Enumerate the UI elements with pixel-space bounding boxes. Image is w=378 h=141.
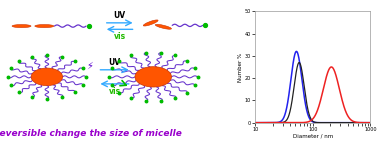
X-axis label: Diameter / nm: Diameter / nm [293,133,333,138]
Text: UV: UV [108,58,121,67]
Ellipse shape [155,24,172,29]
Text: ⚡: ⚡ [87,61,93,70]
Circle shape [31,68,62,86]
Text: UV: UV [114,11,126,20]
Y-axis label: Number %: Number % [239,52,243,81]
Text: vis: vis [114,32,126,41]
Ellipse shape [35,25,54,28]
Circle shape [135,67,172,87]
Ellipse shape [12,25,31,28]
Text: vis: vis [108,87,121,96]
Ellipse shape [143,20,158,26]
Text: reversible change the size of micelle: reversible change the size of micelle [0,129,182,138]
